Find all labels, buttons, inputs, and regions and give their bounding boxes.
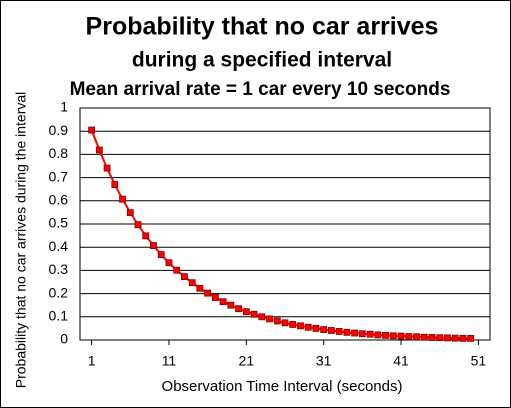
y-tick-label: 0.2 (49, 284, 69, 300)
y-tick-label: 0.7 (49, 168, 69, 184)
x-tick-label: 51 (471, 353, 487, 369)
data-point (358, 330, 366, 338)
data-point (111, 181, 119, 188)
y-tick-label: 0.9 (49, 122, 69, 138)
data-point (196, 284, 204, 292)
data-point (250, 310, 258, 318)
data-point (211, 294, 219, 301)
y-tick-label: 0 (60, 331, 68, 347)
data-point (258, 313, 266, 321)
data-point (273, 317, 281, 325)
data-point (181, 273, 188, 281)
data-point (428, 334, 436, 341)
data-point (304, 323, 312, 331)
data-point (312, 324, 320, 332)
y-tick-label: 0.5 (49, 215, 69, 231)
data-point (126, 209, 134, 217)
data-point (95, 146, 103, 154)
x-axis-title: Observation Time Interval (seconds) (162, 378, 403, 395)
data-point (413, 333, 420, 341)
data-point (297, 322, 304, 330)
y-tick-label: 0.4 (49, 238, 69, 254)
y-tick-label: 0.3 (49, 261, 69, 277)
data-point (451, 334, 459, 342)
data-point (88, 126, 96, 134)
y-tick-label: 0.1 (49, 308, 69, 324)
data-point (405, 333, 413, 340)
data-point (119, 195, 126, 203)
data-point (467, 334, 475, 342)
data-point (374, 331, 382, 339)
data-point (227, 301, 235, 309)
data-point (320, 326, 328, 333)
data-point (188, 279, 196, 287)
x-tick-label: 1 (88, 353, 96, 369)
data-point (173, 266, 181, 274)
y-tick-label: 0.8 (49, 145, 69, 161)
data-point (103, 164, 111, 172)
data-point (242, 308, 250, 316)
x-tick-label: 31 (316, 353, 332, 369)
data-point (142, 232, 150, 240)
data-point (157, 251, 165, 259)
plot-border (79, 107, 491, 341)
data-point (382, 331, 389, 339)
y-tick-label: 1 (60, 99, 68, 115)
x-tick-label: 11 (162, 353, 177, 369)
chart-subtitle: during a specified interval (132, 49, 392, 72)
data-point (165, 259, 173, 267)
data-point (289, 321, 297, 328)
data-point (444, 334, 451, 342)
data-point (281, 319, 289, 327)
data-point (459, 334, 467, 342)
data-point (219, 298, 227, 306)
y-axis-title: Probability that no car arrives during t… (13, 92, 29, 388)
data-point (266, 315, 273, 323)
data-point (343, 328, 351, 336)
data-point (335, 328, 343, 335)
x-tick-label: 41 (393, 353, 409, 369)
data-point (420, 333, 428, 341)
chart-title: Probability that no car arrives (86, 13, 439, 41)
data-point (150, 242, 157, 249)
y-tick-label: 0.6 (49, 192, 69, 208)
data-point (389, 332, 397, 340)
data-point (204, 289, 212, 297)
data-point (366, 330, 374, 338)
data-point (436, 334, 444, 342)
data-point (328, 327, 335, 334)
data-point (397, 332, 405, 340)
data-point (351, 329, 359, 337)
data-point (134, 221, 142, 229)
annotation: Mean arrival rate = 1 car every 10 secon… (70, 79, 451, 100)
data-point (235, 305, 242, 313)
x-tick-label: 21 (239, 353, 255, 369)
